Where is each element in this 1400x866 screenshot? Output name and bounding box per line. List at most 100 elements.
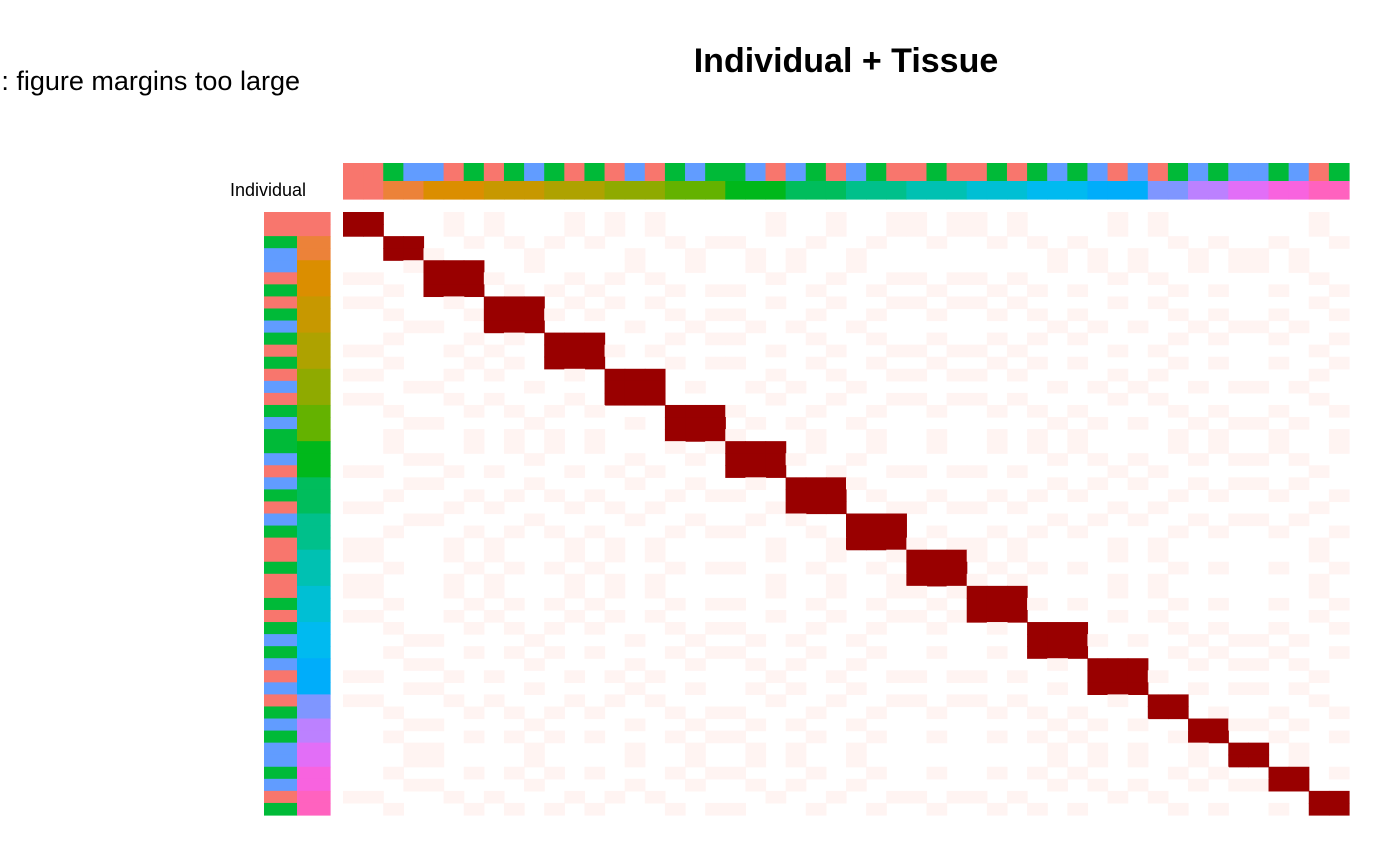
heatmap-cell	[1208, 718, 1229, 732]
heatmap-cell	[785, 477, 807, 490]
heatmap-cell	[825, 609, 847, 623]
heatmap-cell	[1006, 585, 1028, 599]
heatmap-cell	[403, 778, 425, 792]
heatmap-cell	[725, 646, 746, 659]
heatmap-cell	[825, 212, 847, 225]
heatmap-cell	[524, 248, 545, 261]
top-tissue-cell	[524, 181, 545, 200]
left-individual-cell	[264, 778, 298, 792]
heatmap-cell	[986, 585, 1008, 599]
heatmap-cell	[604, 465, 626, 478]
top-tissue-cell	[564, 181, 586, 200]
heatmap-cell	[1308, 549, 1330, 563]
heatmap-cell	[1147, 537, 1169, 551]
heatmap-cell	[644, 344, 666, 358]
chart-title: Individual + Tissue	[693, 42, 999, 80]
heatmap-cell	[1087, 742, 1109, 756]
heatmap-cell	[1067, 766, 1089, 780]
top-tissue-cell	[383, 181, 404, 200]
heatmap-cell	[584, 489, 606, 503]
heatmap-cell	[1288, 513, 1310, 527]
left-individual-cell	[264, 766, 298, 780]
left-individual-cell	[264, 670, 298, 683]
left-individual-cell	[264, 706, 298, 720]
heatmap-cell	[1147, 368, 1169, 382]
heatmap-cell	[1006, 212, 1028, 225]
heatmap-cell	[1167, 441, 1189, 454]
heatmap-cell	[1328, 706, 1350, 720]
left-tissue-cell	[297, 441, 331, 454]
heatmap-cell	[1047, 718, 1068, 732]
heatmap-cell	[524, 380, 545, 394]
heatmap-cell	[946, 368, 968, 382]
heatmap-cell	[846, 778, 867, 792]
heatmap-cell	[946, 670, 968, 683]
heatmap-cell	[805, 646, 827, 659]
left-tissue-cell	[297, 465, 331, 478]
heatmap-cell	[866, 597, 887, 611]
heatmap-cell	[1087, 778, 1109, 792]
heatmap-cell	[383, 706, 404, 720]
left-individual-cell	[264, 380, 298, 394]
heatmap-cell	[483, 224, 505, 237]
heatmap-cell	[544, 344, 565, 358]
heatmap-cell	[1027, 404, 1048, 418]
heatmap-cell	[483, 272, 505, 285]
heatmap-cell	[745, 477, 767, 490]
heatmap-cell	[886, 585, 907, 599]
heatmap-cell	[1308, 537, 1330, 551]
top-tissue-cell	[886, 181, 907, 200]
heatmap-cell	[906, 537, 928, 551]
heatmap-cell	[1006, 392, 1028, 406]
heatmap-cell	[624, 754, 646, 768]
heatmap-cell	[1228, 634, 1249, 647]
heatmap-cell	[926, 646, 948, 659]
heatmap-cell	[805, 525, 827, 539]
heatmap-cell	[946, 609, 968, 623]
heatmap-cell	[765, 453, 787, 466]
left-tissue-cell	[297, 429, 331, 442]
heatmap-cell	[443, 212, 465, 225]
heatmap-cell	[544, 646, 565, 659]
heatmap-cell	[403, 320, 425, 334]
heatmap-cell	[604, 224, 626, 237]
top-individual-cell	[1167, 163, 1189, 182]
heatmap-cell	[483, 392, 505, 406]
heatmap-cell	[1107, 694, 1129, 708]
heatmap-cell	[1167, 694, 1189, 708]
heatmap-cell	[584, 344, 606, 358]
heatmap-cell	[926, 356, 948, 370]
heatmap-cell	[1067, 441, 1089, 454]
heatmap-cell	[544, 489, 565, 503]
left-individual-cell	[264, 296, 298, 310]
heatmap-cell	[1208, 597, 1229, 611]
heatmap-cell	[966, 790, 988, 804]
heatmap-cell	[463, 766, 485, 780]
top-tissue-cell	[745, 181, 767, 200]
heatmap-cell	[1127, 778, 1149, 792]
left-individual-cell	[264, 622, 298, 635]
heatmap-cell	[1027, 706, 1048, 720]
heatmap-cell	[1268, 525, 1290, 539]
heatmap-cell	[1328, 766, 1350, 780]
top-individual-cell	[1147, 163, 1169, 182]
top-tissue-cell	[1248, 181, 1270, 200]
heatmap-cell	[986, 622, 1008, 635]
heatmap-cell	[1006, 224, 1028, 237]
heatmap-cell	[1288, 778, 1310, 792]
heatmap-cell	[383, 429, 404, 442]
heatmap-cell	[886, 392, 907, 406]
heatmap-cell	[343, 368, 364, 382]
heatmap-cell	[1248, 380, 1270, 394]
heatmap-cell	[1027, 597, 1048, 611]
heatmap-cell	[866, 802, 887, 816]
left-individual-cell	[264, 646, 298, 659]
heatmap-cell	[906, 368, 928, 382]
heatmap-cell	[986, 489, 1008, 503]
heatmap-cell	[1268, 646, 1290, 659]
heatmap-cell	[544, 284, 565, 298]
heatmap-cell	[846, 634, 867, 647]
heatmap-cell	[966, 465, 988, 478]
heatmap-cell	[423, 658, 445, 671]
